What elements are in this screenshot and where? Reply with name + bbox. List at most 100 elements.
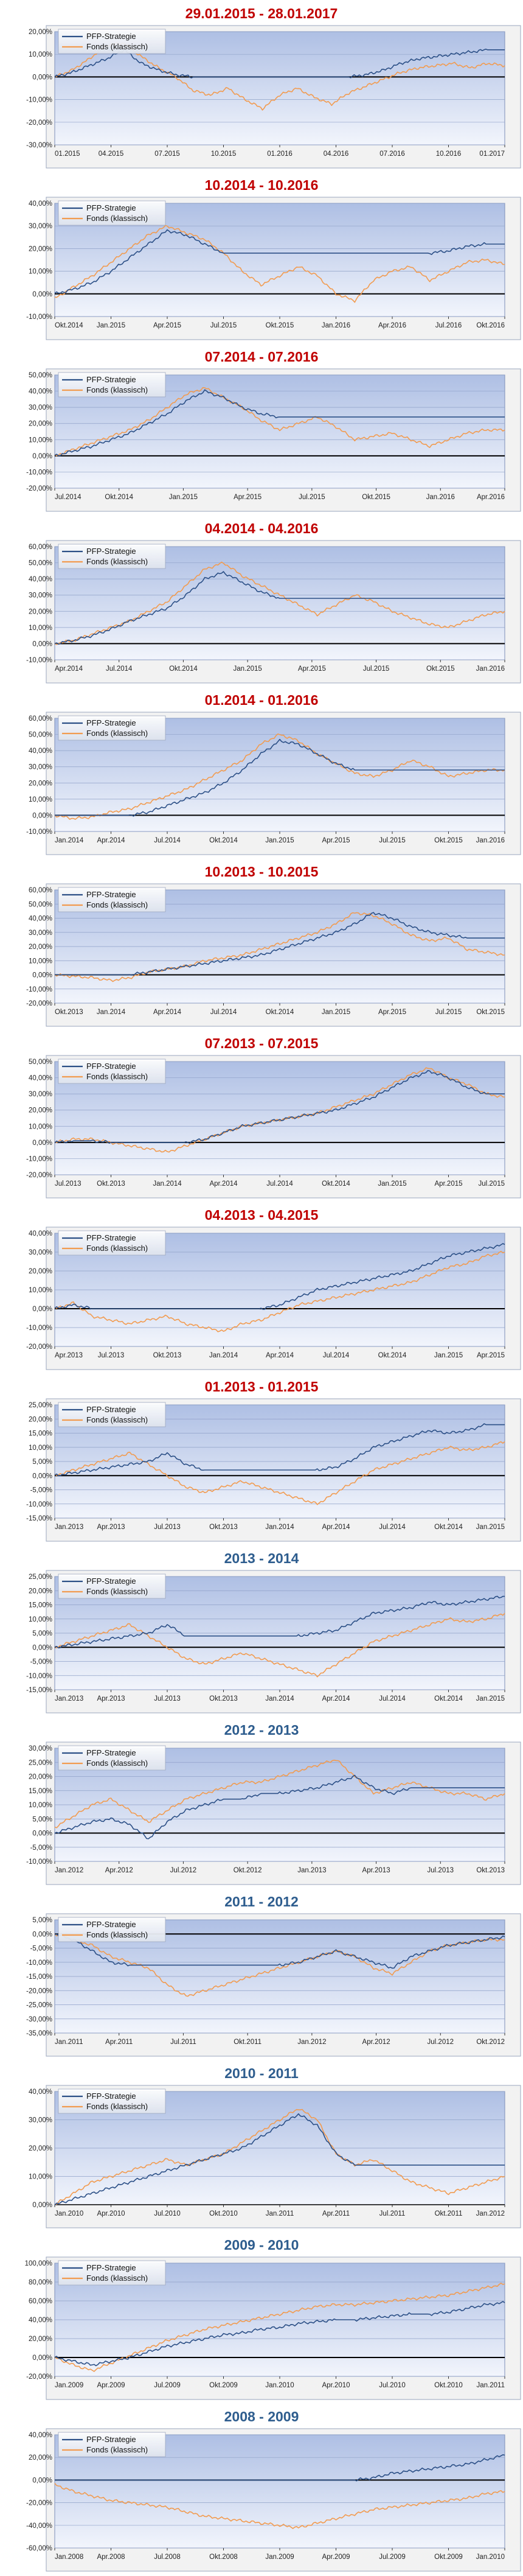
fonds-series-line: [54, 1067, 505, 1153]
x-tick-label: Okt.2012: [234, 1867, 262, 1874]
x-tick-label: Okt.2012: [476, 2039, 505, 2046]
x-tick-label: Apr.2012: [105, 1867, 133, 1874]
y-tick-label: 40,00%: [29, 2432, 52, 2439]
chart-section: 07.2014 - 07.2016 50,00% 40,00% 30,00% 20,00…: [0, 343, 523, 515]
x-tick-label: Jan.2014: [97, 1009, 126, 1016]
legend-box: [58, 2088, 166, 2114]
x-tick-label: Jan.2014: [153, 1180, 182, 1188]
y-tick-label: 10,00%: [29, 957, 52, 965]
y-tick-label: -10,00%: [26, 1673, 52, 1680]
legend-box: [58, 1402, 166, 1427]
x-tick-label: Apr.2014: [322, 1524, 350, 1531]
y-tick-label: -30,00%: [26, 142, 52, 149]
x-tick-label: Jan.2013: [297, 1867, 326, 1874]
fonds-series-line: [54, 912, 505, 982]
legend-box: [58, 2260, 166, 2286]
y-tick-label: 40,00%: [29, 2317, 52, 2324]
pfp-series-line: [54, 229, 505, 294]
y-tick-label: 30,00%: [29, 1745, 52, 1752]
y-tick-label: -30,00%: [26, 2016, 52, 2023]
y-tick-label: 15,00%: [29, 1430, 52, 1438]
x-tick-label: Apr.2015: [298, 665, 326, 673]
y-tick-label: -20,00%: [26, 1000, 52, 1007]
chart-section: 29.01.2015 - 28.01.2017 20,00% 10,00% 0,00%…: [0, 0, 523, 172]
x-tick-label: Jul.2008: [154, 2553, 180, 2561]
y-tick-label: 10,00%: [29, 2174, 52, 2181]
x-tick-label: Jul.2016: [435, 322, 462, 329]
x-tick-label: Jan.2015: [169, 494, 198, 501]
x-tick-label: Jan.2015: [233, 665, 262, 673]
x-tick-label: Okt.2010: [209, 2210, 238, 2217]
x-tick-label: Apr.2013: [362, 1867, 390, 1874]
x-tick-label: Apr.2011: [322, 2210, 350, 2217]
chart-title: 2010 - 2011: [224, 2065, 299, 2081]
y-tick-label: -10,00%: [26, 1325, 52, 1332]
y-tick-label: 25,00%: [29, 1573, 52, 1581]
y-tick-label: 40,00%: [29, 747, 52, 755]
y-tick-label: -20,00%: [26, 485, 52, 492]
x-tick-label: Jan.2010: [476, 2553, 505, 2561]
y-tick-label: 0,00%: [32, 1306, 52, 1313]
pfp-series-line: [54, 2113, 505, 2206]
x-tick-label: Jul.2012: [170, 1867, 196, 1874]
line-chart: 40,00% 30,00% 20,00% 10,00% 0,00% -10,00% -20,…: [26, 1227, 521, 1370]
x-tick-label: Okt.2014: [322, 1180, 350, 1188]
y-tick-label: 5,00%: [32, 1917, 52, 1924]
x-tick-label: Jan.2016: [476, 837, 505, 844]
x-tick-label: Jan.2011: [266, 2210, 294, 2217]
x-tick-label: Jul.2015: [210, 322, 237, 329]
y-tick-label: 10,00%: [29, 625, 52, 632]
y-tick-label: 40,00%: [29, 2088, 52, 2096]
x-tick-label: Jan.2011: [477, 2382, 505, 2389]
x-tick-label: 01.2015: [55, 150, 80, 158]
x-tick-label: Apr.2010: [97, 2210, 125, 2217]
x-tick-label: Apr.2011: [105, 2039, 133, 2046]
x-tick-label: Apr.2015: [322, 837, 350, 844]
y-tick-label: -25,00%: [26, 2002, 52, 2009]
fonds-series-line: [54, 2483, 505, 2529]
x-tick-label: Apr.2009: [322, 2553, 350, 2561]
x-tick-label: Okt.2013: [476, 1867, 505, 1874]
x-tick-label: Okt.2013: [55, 1009, 83, 1016]
legend-box: [58, 372, 166, 397]
y-tick-label: -20,00%: [26, 1172, 52, 1179]
x-tick-label: Jan.2015: [378, 1180, 406, 1188]
pfp-series-line: [54, 1069, 505, 1144]
x-tick-label: 01.2016: [267, 150, 293, 158]
y-tick-label: 40,00%: [29, 915, 52, 923]
x-tick-label: Jan.2014: [55, 837, 84, 844]
y-tick-label: 30,00%: [29, 1249, 52, 1256]
x-tick-label: Apr.2016: [477, 494, 505, 501]
fonds-series-line: [54, 2109, 505, 2205]
x-tick-label: Okt.2013: [209, 1524, 238, 1531]
legend-box: [58, 1573, 166, 1599]
y-tick-label: 40,00%: [29, 1075, 52, 1082]
y-tick-label: 20,00%: [29, 2336, 52, 2343]
y-tick-label: -10,00%: [26, 1501, 52, 1508]
y-tick-label: 15,00%: [29, 1602, 52, 1609]
x-tick-label: Jul.2011: [170, 2039, 196, 2046]
y-tick-label: 0,00%: [32, 453, 52, 460]
x-tick-label: Jul.2015: [479, 1180, 505, 1188]
y-tick-label: 100,00%: [25, 2260, 52, 2267]
y-tick-label: -20,00%: [26, 119, 52, 127]
x-tick-label: Okt.2008: [209, 2553, 238, 2561]
x-tick-label: Jul.2013: [154, 1524, 180, 1531]
x-tick-label: Apr.2014: [153, 1009, 182, 1016]
y-tick-label: 20,00%: [29, 1107, 52, 1115]
y-tick-label: 30,00%: [29, 592, 52, 600]
x-tick-label: Jul.2015: [379, 837, 405, 844]
pfp-series-line: [54, 389, 505, 457]
y-tick-label: -5,00%: [30, 1844, 52, 1852]
legend-label: PFP-Strategie: [86, 1233, 136, 1242]
line-chart: 60,00% 50,00% 40,00% 30,00% 20,00% 10,00% 0,00…: [26, 883, 521, 1027]
x-tick-label: Apr.2014: [55, 665, 83, 673]
y-tick-label: 20,00%: [29, 29, 52, 36]
x-tick-label: Okt.2013: [209, 1695, 238, 1703]
x-tick-label: Apr.2014: [322, 1695, 350, 1703]
fonds-series-line: [54, 1250, 505, 1332]
x-tick-label: Okt.2014: [266, 1009, 294, 1016]
x-tick-label: Jul.2010: [379, 2382, 405, 2389]
y-tick-label: 0,00%: [32, 1472, 52, 1480]
x-tick-label: Apr.2014: [266, 1352, 294, 1359]
